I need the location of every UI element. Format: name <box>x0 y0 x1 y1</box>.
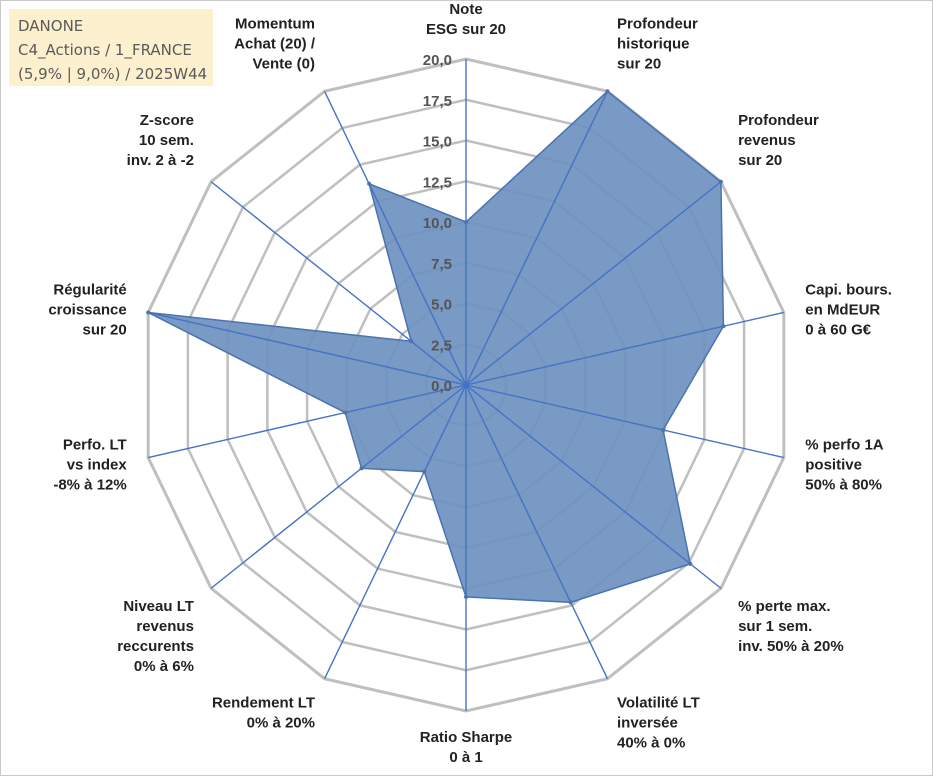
axis-spoke <box>210 384 467 589</box>
axis-label: Capi. bours. en MdEUR 0 à 60 G€ <box>805 282 892 339</box>
axis-label-line: 0 à 1 <box>449 749 482 766</box>
axis-spoke <box>323 384 467 680</box>
axis-label-line: 0% à 20% <box>247 715 315 732</box>
tick-label: 0,0 <box>431 378 452 395</box>
axis-label-line: sur 20 <box>617 55 661 72</box>
tick-label: 7,5 <box>431 256 452 273</box>
axis-spoke <box>465 181 722 386</box>
axis-label-line: Profondeur <box>617 15 698 32</box>
axis-label-line: Note <box>449 1 482 18</box>
axis-label: Perfo. LT vs index -8% à 12% <box>53 436 127 493</box>
company-name: DANONE <box>18 17 84 35</box>
data-point <box>343 410 348 415</box>
axis-label-line: % perte max. <box>738 598 831 615</box>
axis-label-line: Profondeur <box>738 112 819 129</box>
axis-label-line: Capi. bours. <box>805 282 892 299</box>
axis-label: Profondeur historique sur 20 <box>617 15 698 72</box>
tick-label: 15,0 <box>423 134 452 151</box>
tick-label: 5,0 <box>431 297 452 314</box>
axis-label-line: % perfo 1A <box>805 436 884 453</box>
axis-spoke <box>465 384 609 680</box>
axis-spoke <box>210 181 467 386</box>
axis-spoke <box>465 90 609 386</box>
tick-label: 20,0 <box>423 52 452 69</box>
axis-label-line: Z-score <box>140 112 194 129</box>
axis-label: % perfo 1A positive 50% à 80% <box>805 436 884 493</box>
stats-line: (5,9% | 9,0%) / 2025W44 <box>18 65 208 83</box>
axis-label-line: Volatilité LT <box>617 695 700 712</box>
axis-label-line: revenus <box>136 618 194 635</box>
axis-spoke <box>148 311 467 386</box>
info-box: DANONE C4_Actions / 1_FRANCE (5,9% | 9,0… <box>9 9 213 86</box>
axis-label: % perte max. sur 1 sem. inv. 50% à 20% <box>738 598 844 655</box>
tick-label: 17,5 <box>423 93 452 110</box>
axis-label-line: Rendement LT <box>212 695 315 712</box>
axis-label: Note ESG sur 20 <box>426 1 506 38</box>
data-point <box>721 324 726 329</box>
axis-spoke <box>465 311 784 386</box>
axis-spoke <box>323 90 467 386</box>
axis-label-line: vs index <box>67 456 128 473</box>
axis-label-line: ESG sur 20 <box>426 21 506 38</box>
axis-label-line: sur 20 <box>738 152 782 169</box>
axis-label-line: 0% à 6% <box>134 658 194 675</box>
data-point <box>661 427 666 432</box>
axis-label-line: 0 à 60 G€ <box>805 322 872 339</box>
axis-label: Profondeur revenus sur 20 <box>738 112 819 169</box>
data-point <box>568 600 573 605</box>
data-point <box>422 469 427 474</box>
axis-label: Ratio Sharpe 0 à 1 <box>420 729 513 766</box>
data-point <box>146 310 151 315</box>
axis-label-line: inv. 50% à 20% <box>738 638 844 655</box>
axis-label: Z-score 10 sem. inv. 2 à -2 <box>127 112 194 169</box>
tick-label: 12,5 <box>423 174 452 191</box>
axis-label-line: sur 20 <box>83 322 127 339</box>
axis-label-line: 40% à 0% <box>617 735 685 752</box>
data-point <box>688 561 693 566</box>
axis-label-line: positive <box>805 456 862 473</box>
axis-label-line: croissance <box>48 302 126 319</box>
axis-label: Régularité croissance sur 20 <box>48 282 126 339</box>
data-point <box>718 179 723 184</box>
axis-label-line: Régularité <box>53 282 126 299</box>
axis-label-line: Vente (0) <box>252 55 315 72</box>
axis-label-line: inversée <box>617 715 678 732</box>
data-point <box>605 89 610 94</box>
axis-label: Niveau LT revenus reccurents 0% à 6% <box>117 598 194 675</box>
tick-label: 2,5 <box>431 337 452 354</box>
axis-label-line: Achat (20) / <box>234 35 316 52</box>
axis-spoke <box>465 384 784 459</box>
axis-label-line: sur 1 sem. <box>738 618 812 635</box>
axis-label-line: Niveau LT <box>123 598 194 615</box>
axis-label-line: 50% à 80% <box>805 476 882 493</box>
axis-label-line: Momentum <box>235 15 315 32</box>
tick-label: 10,0 <box>423 215 452 232</box>
axis-spoke <box>465 384 722 589</box>
axis-label-line: Ratio Sharpe <box>420 729 513 746</box>
axis-label-line: -8% à 12% <box>53 476 126 493</box>
data-point <box>464 594 468 599</box>
data-point <box>367 181 372 186</box>
data-point <box>359 466 364 471</box>
axis-spoke <box>148 384 467 459</box>
axis-label-line: Perfo. LT <box>63 436 127 453</box>
axis-label-line: historique <box>617 35 690 52</box>
fund-line: C4_Actions / 1_FRANCE <box>18 41 192 59</box>
axis-label-line: revenus <box>738 132 796 149</box>
axis-label-line: en MdEUR <box>805 302 880 319</box>
axis-label-line: 10 sem. <box>139 132 194 149</box>
axis-label: Volatilité LT inversée 40% à 0% <box>617 695 700 752</box>
data-point <box>464 220 468 224</box>
axis-label: Rendement LT 0% à 20% <box>212 695 315 732</box>
data-point <box>409 339 414 344</box>
axis-label: Momentum Achat (20) / Vente (0) <box>234 15 316 72</box>
axis-label-line: reccurents <box>117 638 194 655</box>
axis-label-line: inv. 2 à -2 <box>127 152 194 169</box>
